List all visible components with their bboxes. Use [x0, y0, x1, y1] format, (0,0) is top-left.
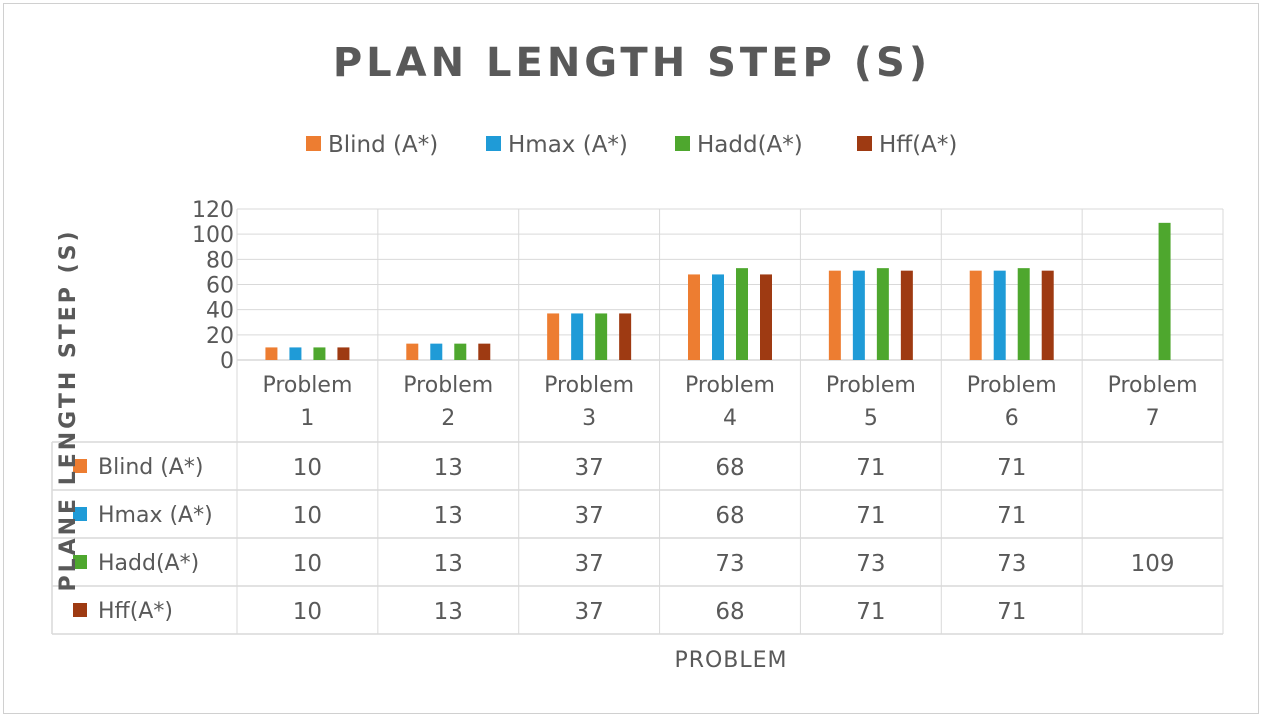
bar [406, 343, 419, 360]
legend-swatch [486, 136, 501, 151]
bars [265, 222, 1171, 360]
bar [993, 270, 1006, 360]
table-cell-value: 37 [575, 599, 604, 625]
legend-label: Hadd(A*) [697, 132, 803, 158]
legend-swatch [857, 136, 872, 151]
table-cell-value: 71 [856, 599, 885, 625]
table-cell-value: 71 [997, 455, 1026, 481]
bar [736, 268, 748, 360]
y-tick-label: 80 [206, 248, 234, 273]
category-label: 6 [1005, 406, 1019, 431]
y-tick-label: 40 [206, 299, 234, 324]
bar [313, 347, 326, 360]
bar [1017, 268, 1030, 360]
table-cell-value: 71 [856, 455, 885, 481]
bar [688, 274, 700, 360]
bar [852, 270, 865, 360]
table-cell-value: 13 [434, 455, 463, 481]
table-row-swatch [73, 603, 87, 617]
y-tick-label: 60 [206, 274, 234, 299]
bar [900, 270, 913, 360]
bar [337, 347, 350, 360]
table-cell-value: 73 [715, 551, 744, 577]
bar [478, 343, 491, 360]
y-tick-label: 120 [192, 198, 234, 223]
table-cell-value: 13 [434, 503, 463, 529]
gridlines [51, 208, 1224, 635]
category-label: Problem [685, 373, 775, 398]
legend-label: Blind (A*) [328, 132, 438, 158]
bar [712, 274, 724, 360]
table-cell-value: 73 [997, 551, 1026, 577]
table-cell-value: 71 [997, 503, 1026, 529]
table-cell-value: 10 [293, 503, 322, 529]
y-tick-label: 0 [220, 349, 234, 374]
bar [289, 347, 302, 360]
table-cell-value: 13 [434, 551, 463, 577]
legend-label: Hff(A*) [879, 132, 957, 158]
category-label: 5 [864, 406, 878, 431]
table-cell-value: 37 [575, 503, 604, 529]
bar [454, 343, 467, 360]
category-label: 4 [723, 406, 737, 431]
category-label: 3 [582, 406, 596, 431]
table-row-label: Hadd(A*) [98, 551, 199, 576]
legend-label: Hmax (A*) [508, 132, 628, 158]
bar [760, 274, 772, 360]
table-row-swatch [73, 507, 87, 521]
y-axis-title: PLANE LENGTH STEP (S) [56, 228, 81, 591]
table-cell-value: 13 [434, 599, 463, 625]
bar [430, 343, 443, 360]
table-row-swatch [73, 555, 87, 569]
legend: Blind (A*) Hmax (A*) Hadd(A*) Hff(A*) [306, 132, 957, 158]
category-label: Problem [262, 373, 352, 398]
category-label: 7 [1146, 406, 1160, 431]
table-cell-value: 71 [997, 599, 1026, 625]
category-label: Problem [967, 373, 1057, 398]
bar [619, 313, 632, 360]
category-label: Problem [826, 373, 916, 398]
table-row-label: Hff(A*) [98, 599, 173, 624]
y-tick-label: 100 [192, 223, 234, 248]
bar [828, 270, 841, 360]
data-table: Problem 1 Problem 2 Problem 3 Problem 4 Problem 5… [73, 373, 1198, 625]
chart-title: PLAN LENGTH STEP (S) [333, 40, 931, 86]
category-label: Problem [403, 373, 493, 398]
table-cell-value: 68 [715, 599, 744, 625]
bar [547, 313, 560, 360]
table-cell-value: 68 [715, 455, 744, 481]
bar [969, 270, 982, 360]
y-tick-label: 20 [206, 324, 234, 349]
table-cell-value: 10 [293, 599, 322, 625]
table-cell-value: 10 [293, 551, 322, 577]
bar [1158, 222, 1171, 360]
table-row-label: Blind (A*) [98, 455, 203, 480]
bar [595, 313, 608, 360]
table-cell-value: 73 [856, 551, 885, 577]
table-cell-value: 10 [293, 455, 322, 481]
legend-swatch [675, 136, 690, 151]
category-label: 1 [300, 406, 314, 431]
table-cell-value: 37 [575, 455, 604, 481]
table-cell-value: 109 [1131, 551, 1175, 577]
bar [1041, 270, 1054, 360]
table-cell-value: 68 [715, 503, 744, 529]
category-label: Problem [544, 373, 634, 398]
table-row-label: Hmax (A*) [98, 503, 213, 528]
table-row-swatch [73, 459, 87, 473]
table-cell-value: 37 [575, 551, 604, 577]
legend-swatch [306, 136, 321, 151]
category-label: Problem [1108, 373, 1198, 398]
bar [265, 347, 278, 360]
table-cell-value: 71 [856, 503, 885, 529]
bar [571, 313, 584, 360]
bar [876, 268, 889, 360]
x-axis-title: PROBLEM [674, 648, 787, 673]
category-label: 2 [441, 406, 455, 431]
